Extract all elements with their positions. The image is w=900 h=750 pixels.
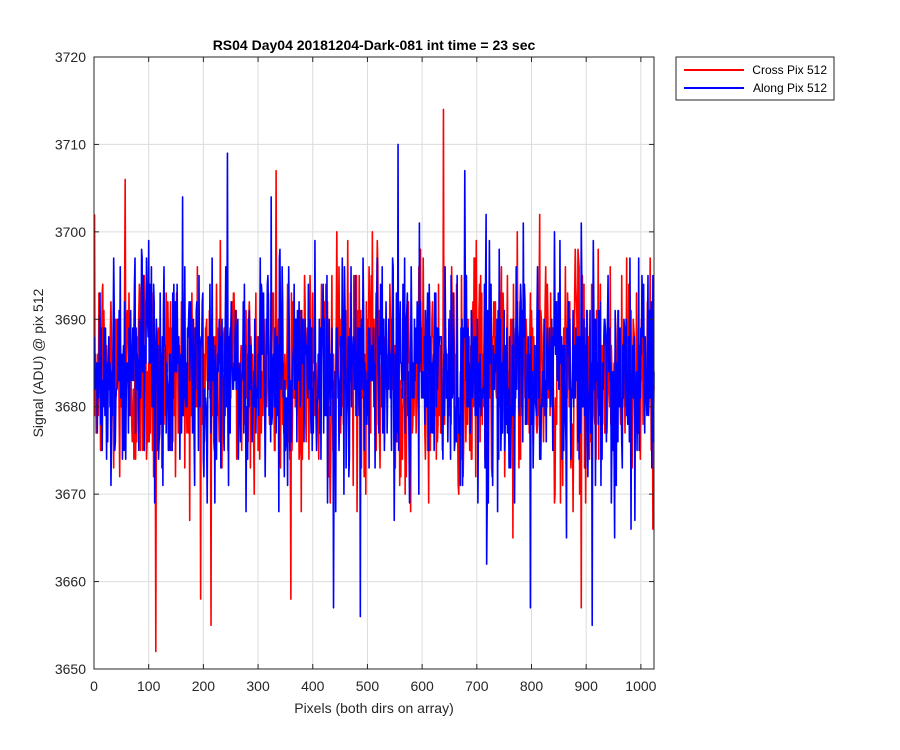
x-tick-label: 400 [301, 678, 325, 694]
x-tick-label: 600 [410, 678, 434, 694]
x-tick-label: 1000 [625, 678, 656, 694]
x-tick-label: 900 [575, 678, 599, 694]
x-tick-label: 500 [356, 678, 380, 694]
y-tick-label: 3670 [55, 486, 86, 502]
ticks: 0 100 200 300 400 500 600 700 800 900 1000 3650 3660… [55, 49, 657, 694]
x-tick-label: 300 [246, 678, 270, 694]
y-tick-label: 3660 [55, 574, 86, 590]
legend-label-cross: Cross Pix 512 [752, 63, 827, 77]
y-tick-label: 3710 [55, 136, 86, 152]
x-tick-label: 0 [90, 678, 98, 694]
series-line-along-pix-512 [93, 143, 655, 627]
plot-frame [93, 56, 655, 670]
legend: Cross Pix 512 Along Pix 512 [675, 56, 835, 101]
y-tick-label: 3680 [55, 399, 86, 415]
y-tick-label: 3690 [55, 311, 86, 327]
legend-box [675, 56, 835, 101]
x-tick-label: 100 [137, 678, 161, 694]
y-tick-label: 3650 [55, 661, 86, 677]
series-layer [93, 108, 655, 653]
y-axis-label: Signal (ADU) @ pix 512 [30, 288, 46, 437]
x-tick-label: 800 [520, 678, 544, 694]
chart-title: RS04 Day04 20181204-Dark-081 int time = … [213, 37, 536, 53]
x-axis-label: Pixels (both dirs on array) [294, 700, 454, 716]
x-tick-label: 700 [465, 678, 489, 694]
x-tick-label: 200 [192, 678, 216, 694]
legend-label-along: Along Pix 512 [753, 81, 827, 95]
y-tick-label: 3720 [55, 49, 86, 65]
y-tick-label: 3700 [55, 224, 86, 240]
